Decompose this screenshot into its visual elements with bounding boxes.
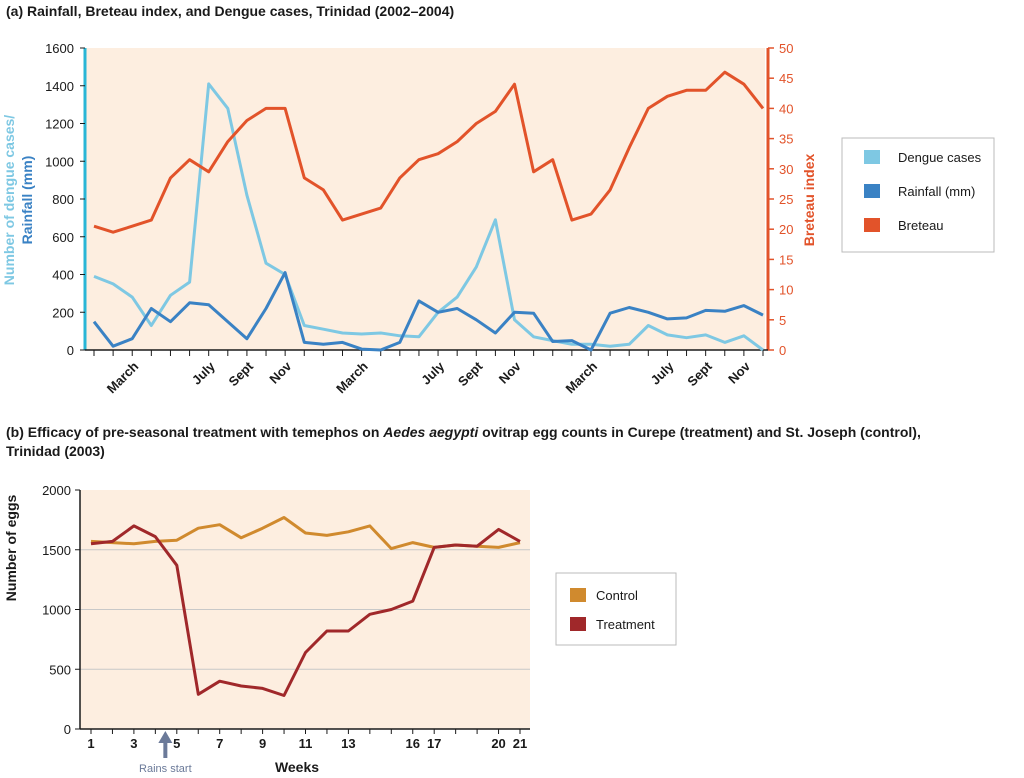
chart-a-left-ticks: 0 200 400 600 800 1000 1200 1400 1600 <box>45 41 85 358</box>
chart-a-right-tick-label: 25 <box>779 192 793 207</box>
chart-a-right-tick-label: 35 <box>779 132 793 147</box>
chart-a-series <box>92 70 765 352</box>
chart-b: (b) Efficacy of pre-seasonal treatment w… <box>3 424 921 775</box>
chart-a-right-tick-label: 45 <box>779 71 793 86</box>
chart-b-y-ticks: 0 500 1000 1500 2000 <box>42 483 80 737</box>
chart-a-left-tick-label: 0 <box>67 343 74 358</box>
chart-b-x-tick-label: 13 <box>341 736 355 751</box>
legend-label-dengue: Dengue cases <box>898 150 982 165</box>
legend-swatch-control <box>570 588 586 602</box>
chart-b-y-tick-label: 0 <box>64 722 71 737</box>
chart-a-x-tick-label: Nov <box>725 358 754 387</box>
rains-start-label: Rains start <box>139 763 192 775</box>
chart-b-x-tick-label: 11 <box>299 736 313 751</box>
chart-b-title-post: ovitrap egg counts in Curepe (treatment)… <box>478 424 921 440</box>
chart-b-title-italic: Aedes aegypti <box>382 424 479 440</box>
chart-a-x-tick-label: Sept <box>455 358 486 389</box>
chart-b-x-tick-label: 3 <box>130 736 137 751</box>
legend-swatch-dengue <box>864 150 880 164</box>
chart-a-x-tick-label: Sept <box>684 358 715 389</box>
series-line-breteau <box>93 70 765 234</box>
chart-b-grid <box>80 549 530 670</box>
chart-b-legend: Control Treatment <box>555 572 677 646</box>
rains-start-annotation: Rains start <box>139 731 192 775</box>
chart-b-x-tick-label: 9 <box>259 736 266 751</box>
chart-a-x-tick-label: March <box>104 359 142 397</box>
series-line-rainfall-mm <box>92 271 764 352</box>
chart-a-legend: Dengue cases Rainfall (mm) Breteau <box>841 137 995 253</box>
legend-swatch-breteau <box>864 218 880 232</box>
chart-a-right-tick-label: 5 <box>779 313 786 328</box>
chart-a-x-tick-label: Sept <box>226 358 257 389</box>
chart-a-left-tick-label: 400 <box>52 268 74 283</box>
chart-a-left-tick-label: 1000 <box>45 154 74 169</box>
chart-a-left-tick-label: 1400 <box>45 79 74 94</box>
chart-a-x-tick-label: Nov <box>496 358 525 387</box>
chart-b-title-line2: Trinidad (2003) <box>6 443 105 459</box>
chart-a-left-tick-label: 1600 <box>45 41 74 56</box>
chart-b-x-tick-label: 5 <box>173 736 180 751</box>
chart-b-x-tick-label: 17 <box>427 736 441 751</box>
series-line-treatment <box>90 524 521 697</box>
legend-label-breteau: Breteau <box>898 218 944 233</box>
chart-b-x-tick-label: 7 <box>216 736 223 751</box>
legend-swatch-rainfall <box>864 184 880 198</box>
chart-a: (a) Rainfall, Breteau index, and Dengue … <box>1 3 995 397</box>
chart-a-left-tick-label: 200 <box>52 305 74 320</box>
chart-a-x-tick-label: July <box>648 358 678 388</box>
chart-a-x-tick-label: July <box>418 358 448 388</box>
legend-swatch-treatment <box>570 617 586 631</box>
chart-b-xlabel: Weeks <box>275 759 319 775</box>
chart-b-y-tick-label: 2000 <box>42 483 71 498</box>
series-line-dengue-cases <box>93 82 764 352</box>
chart-a-right-tick-label: 0 <box>779 343 786 358</box>
chart-b-series <box>90 516 521 697</box>
chart-a-title: (a) Rainfall, Breteau index, and Dengue … <box>6 3 454 19</box>
chart-a-left-tick-label: 800 <box>52 192 74 207</box>
legend-label-rainfall: Rainfall (mm) <box>898 184 975 199</box>
chart-a-x-tick-label: Nov <box>266 358 295 387</box>
chart-a-left-tick-label: 600 <box>52 230 74 245</box>
chart-a-ylabel-left-2: Rainfall (mm) <box>19 156 35 245</box>
rains-start-arrow-icon <box>158 731 173 758</box>
chart-b-x-tick-label: 21 <box>513 736 527 751</box>
chart-a-right-tick-label: 20 <box>779 222 793 237</box>
chart-b-y-tick-label: 1000 <box>42 603 71 618</box>
chart-b-legend-box <box>555 572 677 646</box>
legend-label-control: Control <box>596 588 638 603</box>
chart-a-right-ticks: 0 5 10 15 20 25 30 35 40 45 50 <box>768 41 793 358</box>
chart-a-x-ticks: March July Sept Nov March July Sept Nov March Jul… <box>93 350 764 397</box>
chart-b-x-tick-label: 16 <box>406 736 420 751</box>
chart-a-x-tick-label: July <box>189 358 219 388</box>
legend-label-treatment: Treatment <box>596 617 655 632</box>
chart-a-left-tick-label: 1200 <box>45 117 74 132</box>
chart-a-right-tick-label: 40 <box>779 101 793 116</box>
chart-a-right-tick-label: 50 <box>779 41 793 56</box>
chart-a-right-tick-label: 10 <box>779 283 793 298</box>
chart-b-title: (b) Efficacy of pre-seasonal treatment w… <box>6 424 921 440</box>
chart-b-x-tick-label: 20 <box>491 736 505 751</box>
chart-a-x-tick-label: March <box>333 359 371 397</box>
chart-b-ylabel: Number of eggs <box>3 495 19 602</box>
chart-b-title-pre: (b) Efficacy of pre-seasonal treatment w… <box>6 424 383 440</box>
chart-b-x-tick-label: 1 <box>87 736 94 751</box>
chart-a-ylabel-right: Breteau index <box>801 153 817 246</box>
chart-a-right-tick-label: 15 <box>779 252 793 267</box>
chart-b-y-tick-label: 500 <box>49 662 71 677</box>
chart-a-right-tick-label: 30 <box>779 162 793 177</box>
chart-a-ylabel-left-1: Number of dengue cases/ <box>1 115 17 285</box>
chart-a-x-tick-label: March <box>562 359 600 397</box>
chart-b-y-tick-label: 1500 <box>42 543 71 558</box>
